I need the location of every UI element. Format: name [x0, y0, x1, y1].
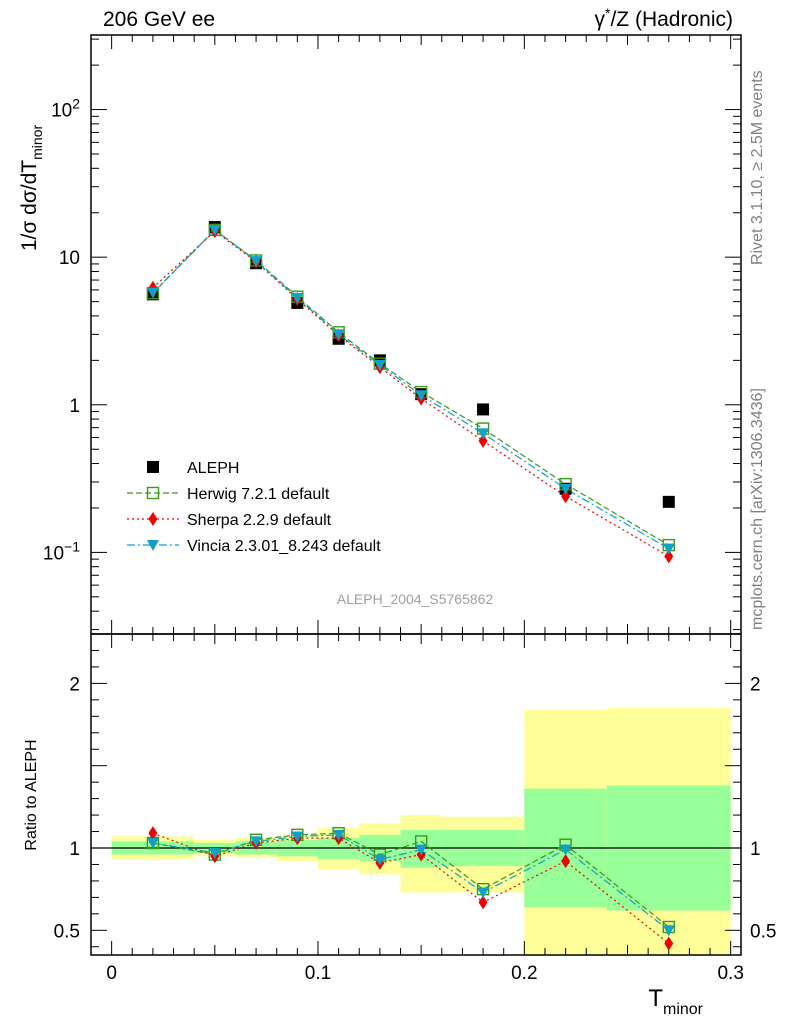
- main-point-vincia-7: [477, 428, 490, 440]
- legend-marker-sherpa: [148, 512, 158, 526]
- legend-marker-aleph: [147, 461, 159, 473]
- ratio-line-sherpa: [152, 832, 670, 944]
- ratio-y-tick-label-left-2: 2: [69, 674, 80, 695]
- ratio-point-vincia-6: [415, 844, 428, 856]
- band-inner-4: [317, 838, 360, 860]
- legend-label-herwig: Herwig 7.2.1 default: [187, 486, 330, 503]
- main-y-tick-label-3: 102: [51, 96, 80, 122]
- ratio-point-vincia-1: [208, 847, 221, 859]
- main-point-sherpa-8: [561, 489, 571, 504]
- main-y-axis-label: 1/σ dσ/dTminor: [18, 125, 45, 252]
- ratio-point-sherpa-7: [478, 895, 488, 910]
- series-lines: [152, 229, 670, 944]
- ratio-y-tick-label-left-0: 0.5: [54, 921, 80, 942]
- main-point-vincia-2: [250, 256, 263, 268]
- legend-label-sherpa: Sherpa 2.2.9 default: [187, 512, 332, 529]
- x-tick-label-0: 0: [106, 963, 117, 984]
- legend-marker-herwig: [146, 486, 160, 500]
- header-energy-label: 206 GeV ee: [103, 8, 215, 31]
- ratio-line-vincia: [152, 834, 670, 931]
- axis-ticks: 10−1 1 10 102 0.5 0.5 1 1 2 2 0 0.1 0.2 0.3: [43, 35, 776, 984]
- legend-label-vincia: Vincia 2.3.01_8.243 default: [187, 538, 381, 555]
- main-line-herwig: [152, 229, 670, 546]
- ratio-point-vincia-7: [477, 887, 490, 899]
- main-point-vincia-0: [146, 287, 159, 299]
- main-point-vincia-4: [332, 329, 345, 341]
- ratio-plot-frame: [90, 633, 742, 956]
- main-point-vincia-1: [208, 224, 221, 236]
- legend: ALEPH Herwig 7.2.1 default Sherpa 2.2.9 de…: [127, 460, 381, 555]
- x-tick-label-1: 0.1: [305, 963, 331, 984]
- ratio-y-tick-label-right-1: 1: [750, 839, 761, 860]
- ratio-point-sherpa-0: [148, 826, 158, 841]
- x-tick-label-3: 0.3: [717, 963, 743, 984]
- main-point-vincia-8: [559, 483, 572, 495]
- ratio-point-vincia-4: [332, 829, 345, 841]
- main-y-tick-label-2: 10: [59, 248, 80, 269]
- main-point-vincia-3: [291, 292, 304, 304]
- ratio-point-vincia-9: [662, 925, 675, 937]
- ratio-point-vincia-8: [559, 844, 572, 856]
- ratio-point-vincia-3: [291, 831, 304, 843]
- main-point-aleph-7: [477, 403, 490, 416]
- mcplots-credit-label: mcplots.cern.ch [arXiv:1306.3436]: [749, 388, 766, 630]
- x-axis-label: Tminor: [648, 985, 703, 1018]
- legend-label-aleph: ALEPH: [187, 460, 239, 477]
- ratio-y-tick-label-right-2: 2: [750, 674, 761, 695]
- main-line-sherpa: [152, 230, 670, 557]
- main-point-aleph-9: [662, 495, 675, 508]
- series-markers: [146, 221, 675, 951]
- main-line-vincia: [152, 229, 670, 550]
- ratio-uncertainty-bands: [111, 708, 731, 955]
- ratio-y-tick-label-right-0: 0.5: [750, 921, 776, 942]
- ratio-point-vincia-5: [373, 854, 386, 866]
- legend-marker-vincia: [147, 540, 159, 551]
- ratio-point-sherpa-8: [561, 854, 571, 869]
- x-tick-label-2: 0.2: [511, 963, 537, 984]
- ratio-point-vincia-2: [250, 836, 263, 848]
- ratio-point-sherpa-9: [664, 936, 674, 951]
- main-point-sherpa-9: [664, 549, 674, 564]
- main-point-sherpa-7: [478, 433, 488, 448]
- ratio-point-vincia-0: [146, 838, 159, 850]
- header-process-label: γ*/Z (Hadronic): [595, 5, 733, 31]
- ratio-y-axis-label: Ratio to ALEPH: [23, 739, 40, 850]
- analysis-watermark: ALEPH_2004_S5765862: [337, 591, 494, 607]
- ratio-y-tick-label-left-1: 1: [69, 839, 80, 860]
- main-point-vincia-6: [415, 390, 428, 402]
- main-point-vincia-5: [373, 360, 386, 372]
- rivet-version-label: Rivet 3.1.10, ≥ 2.5M events: [749, 70, 766, 265]
- main-point-vincia-9: [662, 543, 675, 555]
- main-y-tick-label-0: 10−1: [43, 538, 80, 564]
- main-y-tick-label-1: 1: [69, 396, 80, 417]
